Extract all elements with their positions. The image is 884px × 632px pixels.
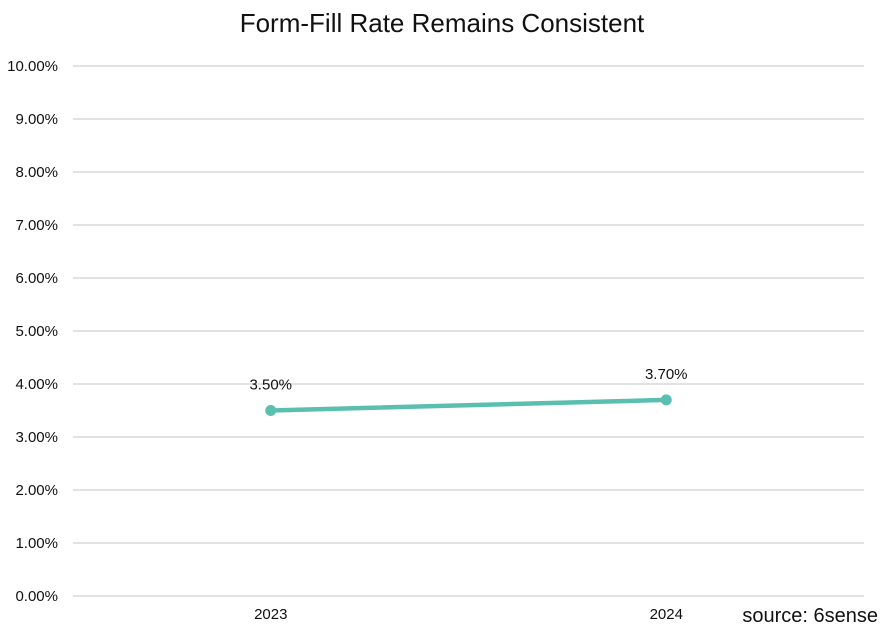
- chart-title: Form-Fill Rate Remains Consistent: [239, 8, 645, 38]
- y-tick-label: 7.00%: [15, 217, 58, 234]
- y-tick-label: 2.00%: [15, 482, 58, 499]
- y-tick-label: 4.00%: [15, 376, 58, 393]
- y-tick-label: 3.00%: [15, 429, 58, 446]
- y-tick-label: 6.00%: [15, 270, 58, 287]
- data-label: 3.50%: [249, 377, 292, 394]
- x-tick-label: 2024: [650, 606, 683, 623]
- y-tick-label: 0.00%: [15, 588, 58, 605]
- data-label: 3.70%: [645, 366, 688, 383]
- source-note: source: 6sense: [742, 605, 878, 627]
- series-line: [268, 397, 669, 413]
- x-tick-label: 2023: [254, 606, 287, 623]
- y-tick-label: 9.00%: [15, 111, 58, 128]
- y-tick-label: 1.00%: [15, 535, 58, 552]
- data-point: [660, 394, 672, 406]
- y-tick-label: 8.00%: [15, 164, 58, 181]
- data-point: [265, 405, 277, 416]
- y-tick-label: 5.00%: [15, 323, 58, 340]
- y-tick-label: 10.00%: [7, 58, 58, 75]
